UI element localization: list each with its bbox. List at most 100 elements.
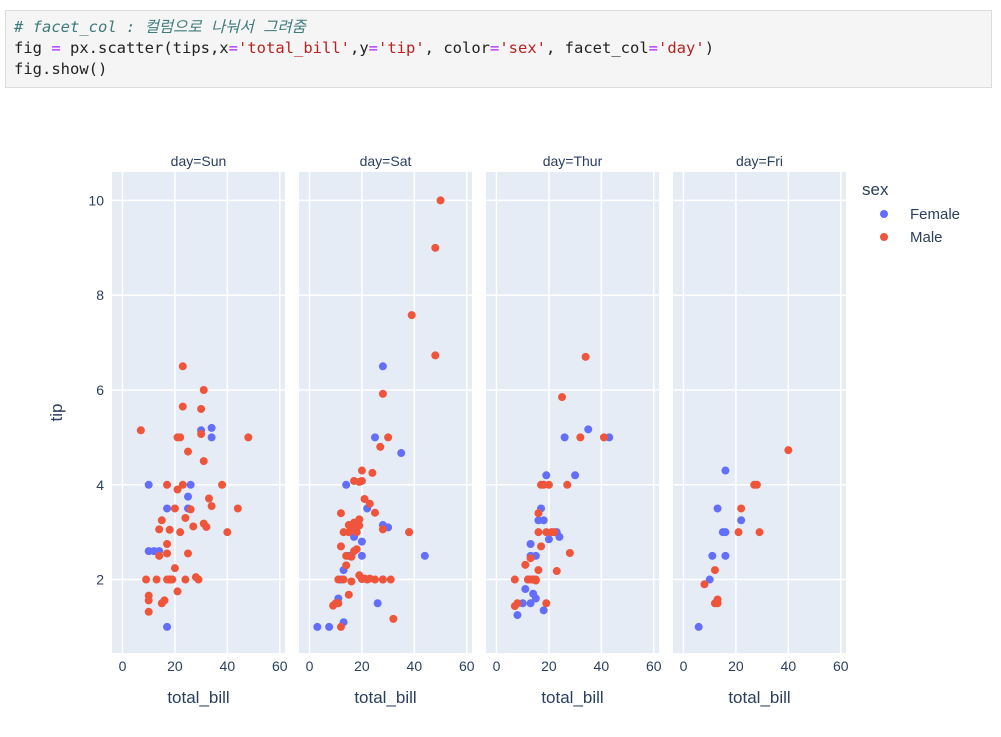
data-point-male[interactable] bbox=[537, 542, 546, 551]
data-point-male[interactable] bbox=[199, 385, 208, 394]
data-point-male[interactable] bbox=[371, 508, 380, 517]
data-point-male[interactable] bbox=[510, 575, 519, 584]
data-point-female[interactable] bbox=[713, 504, 722, 513]
data-point-female[interactable] bbox=[163, 504, 172, 513]
data-point-male[interactable] bbox=[184, 447, 193, 456]
data-point-female[interactable] bbox=[513, 611, 522, 620]
data-point-male[interactable] bbox=[784, 446, 793, 455]
legend-marker-male[interactable] bbox=[880, 233, 888, 241]
data-point-male[interactable] bbox=[163, 540, 172, 549]
data-point-female[interactable] bbox=[708, 551, 717, 560]
data-point-female[interactable] bbox=[342, 480, 351, 489]
data-point-male[interactable] bbox=[700, 580, 709, 589]
data-point-male[interactable] bbox=[197, 430, 206, 439]
data-point-male[interactable] bbox=[233, 504, 242, 513]
data-point-male[interactable] bbox=[347, 577, 356, 586]
data-point-male[interactable] bbox=[334, 599, 343, 608]
data-point-female[interactable] bbox=[397, 449, 406, 458]
data-point-male[interactable] bbox=[176, 433, 185, 442]
data-point-male[interactable] bbox=[737, 504, 746, 513]
data-point-female[interactable] bbox=[526, 540, 535, 549]
data-point-male[interactable] bbox=[165, 525, 174, 534]
data-point-male[interactable] bbox=[534, 509, 543, 518]
data-point-male[interactable] bbox=[558, 393, 567, 402]
data-point-female[interactable] bbox=[694, 622, 703, 631]
data-point-female[interactable] bbox=[144, 480, 153, 489]
data-point-male[interactable] bbox=[563, 480, 572, 489]
data-point-male[interactable] bbox=[576, 433, 585, 442]
data-point-male[interactable] bbox=[199, 457, 208, 466]
data-point-male[interactable] bbox=[339, 575, 348, 584]
data-point-female[interactable] bbox=[721, 466, 730, 475]
data-point-female[interactable] bbox=[526, 599, 535, 608]
data-point-male[interactable] bbox=[368, 468, 377, 477]
data-point-male[interactable] bbox=[376, 442, 385, 451]
data-point-male[interactable] bbox=[581, 352, 590, 361]
data-point-male[interactable] bbox=[365, 499, 374, 508]
data-point-male[interactable] bbox=[526, 554, 535, 563]
data-point-male[interactable] bbox=[342, 561, 351, 570]
data-point-male[interactable] bbox=[173, 485, 182, 494]
data-point-male[interactable] bbox=[552, 567, 561, 576]
data-point-male[interactable] bbox=[599, 433, 608, 442]
data-point-male[interactable] bbox=[170, 504, 179, 513]
data-point-female[interactable] bbox=[207, 423, 216, 432]
data-point-male[interactable] bbox=[384, 433, 393, 442]
data-point-male[interactable] bbox=[750, 480, 759, 489]
data-point-female[interactable] bbox=[542, 471, 551, 480]
data-point-female[interactable] bbox=[521, 585, 530, 594]
legend-marker-female[interactable] bbox=[880, 210, 888, 218]
data-point-male[interactable] bbox=[355, 515, 364, 524]
data-point-male[interactable] bbox=[218, 480, 227, 489]
data-point-male[interactable] bbox=[371, 575, 380, 584]
data-point-male[interactable] bbox=[176, 528, 185, 537]
data-point-male[interactable] bbox=[144, 596, 153, 605]
data-point-male[interactable] bbox=[197, 404, 206, 413]
data-point-female[interactable] bbox=[325, 622, 334, 631]
data-point-male[interactable] bbox=[207, 502, 216, 511]
data-point-male[interactable] bbox=[544, 480, 553, 489]
data-point-male[interactable] bbox=[755, 528, 764, 537]
data-point-female[interactable] bbox=[186, 480, 195, 489]
data-point-male[interactable] bbox=[386, 575, 395, 584]
data-point-male[interactable] bbox=[352, 545, 361, 554]
data-point-male[interactable] bbox=[355, 521, 364, 530]
data-point-male[interactable] bbox=[336, 542, 345, 551]
data-point-male[interactable] bbox=[178, 480, 187, 489]
data-point-male[interactable] bbox=[360, 494, 369, 503]
data-point-male[interactable] bbox=[534, 566, 543, 575]
data-point-male[interactable] bbox=[155, 525, 164, 534]
data-point-female[interactable] bbox=[313, 622, 322, 631]
data-point-female[interactable] bbox=[721, 528, 730, 537]
data-point-male[interactable] bbox=[436, 196, 445, 205]
data-point-male[interactable] bbox=[170, 564, 179, 573]
data-point-male[interactable] bbox=[352, 528, 361, 537]
data-point-male[interactable] bbox=[136, 426, 145, 435]
data-point-female[interactable] bbox=[378, 362, 387, 371]
data-point-male[interactable] bbox=[710, 566, 719, 575]
data-point-female[interactable] bbox=[371, 433, 380, 442]
data-point-male[interactable] bbox=[378, 575, 387, 584]
data-point-male[interactable] bbox=[202, 522, 211, 531]
data-point-male[interactable] bbox=[389, 614, 398, 623]
data-point-male[interactable] bbox=[152, 575, 161, 584]
data-point-female[interactable] bbox=[539, 606, 548, 615]
data-point-male[interactable] bbox=[155, 551, 164, 560]
data-point-male[interactable] bbox=[336, 509, 345, 518]
data-point-female[interactable] bbox=[357, 537, 366, 546]
data-point-male[interactable] bbox=[181, 513, 190, 522]
data-point-male[interactable] bbox=[194, 575, 203, 584]
data-point-male[interactable] bbox=[168, 575, 177, 584]
data-point-male[interactable] bbox=[713, 599, 722, 608]
data-point-male[interactable] bbox=[223, 528, 232, 537]
data-point-male[interactable] bbox=[160, 596, 169, 605]
data-point-female[interactable] bbox=[207, 433, 216, 442]
data-point-male[interactable] bbox=[357, 476, 366, 485]
data-point-female[interactable] bbox=[721, 551, 730, 560]
data-point-male[interactable] bbox=[186, 505, 195, 514]
data-point-female[interactable] bbox=[529, 589, 538, 598]
data-point-male[interactable] bbox=[531, 576, 540, 585]
data-point-male[interactable] bbox=[173, 587, 182, 596]
data-point-male[interactable] bbox=[204, 494, 213, 503]
